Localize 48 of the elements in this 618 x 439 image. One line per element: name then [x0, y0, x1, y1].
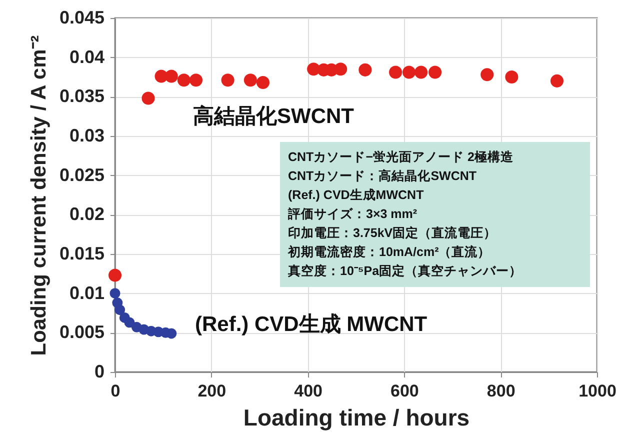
x-tick-label: 0 [110, 382, 120, 400]
point [402, 66, 416, 79]
annotation: 印加電圧：3.75kV固定（直流電圧） [288, 225, 497, 240]
y-tick-label: 0.005 [59, 322, 104, 342]
y-tick-label: 0.03 [69, 126, 104, 146]
series-label: (Ref.) CVD生成 MWCNT [195, 313, 428, 336]
x-tick-label: 600 [390, 382, 419, 400]
point [358, 63, 372, 76]
point [414, 66, 428, 79]
y-tick-label: 0.035 [59, 86, 104, 106]
point [189, 74, 202, 87]
y-tick-label: 0.025 [59, 164, 104, 185]
point [142, 92, 155, 105]
point [177, 74, 190, 87]
point [550, 74, 564, 88]
y-tick-label: 0 [94, 362, 104, 382]
y-tick-label: 0.015 [59, 244, 104, 264]
point [108, 268, 122, 282]
series-label: 高結晶化SWCNT [193, 104, 354, 128]
y-tick-label: 0.045 [59, 8, 104, 28]
annotation: 真空度：10⁻⁵Pa固定（真空チャンバー） [287, 263, 522, 278]
y-tick-label: 0.01 [69, 282, 104, 303]
point [114, 304, 126, 316]
y-tick-label: 0.02 [69, 204, 104, 224]
x-tick-label: 400 [294, 382, 322, 400]
point [480, 68, 494, 82]
point [256, 76, 270, 90]
point [389, 66, 402, 79]
point [124, 317, 135, 328]
y-axis-title: Loading current density / A cm⁻² [27, 35, 50, 356]
annotation: CNTカソード−蛍光面アノード 2極構造 [288, 150, 514, 164]
annotation: 評価サイズ：3×3 mm² [287, 206, 418, 221]
point [428, 66, 442, 79]
annotation: (Ref.) CVD生成MWCNT [288, 188, 424, 202]
point [334, 62, 348, 76]
point [164, 70, 178, 83]
point [221, 74, 234, 87]
point [166, 328, 177, 339]
point [244, 74, 257, 87]
x-tick-label: 1000 [578, 382, 616, 400]
annotation: 初期電流密度：10mA/cm²（直流） [287, 244, 491, 259]
point [505, 70, 518, 84]
x-tick-label: 200 [198, 382, 226, 400]
x-axis-title: Loading time / hours [243, 404, 470, 430]
point [110, 288, 120, 299]
y-tick-label: 0.04 [69, 46, 104, 67]
x-tick-label: 800 [486, 382, 516, 400]
annotation: CNTカソード：高結晶化SWCNT [288, 168, 477, 183]
